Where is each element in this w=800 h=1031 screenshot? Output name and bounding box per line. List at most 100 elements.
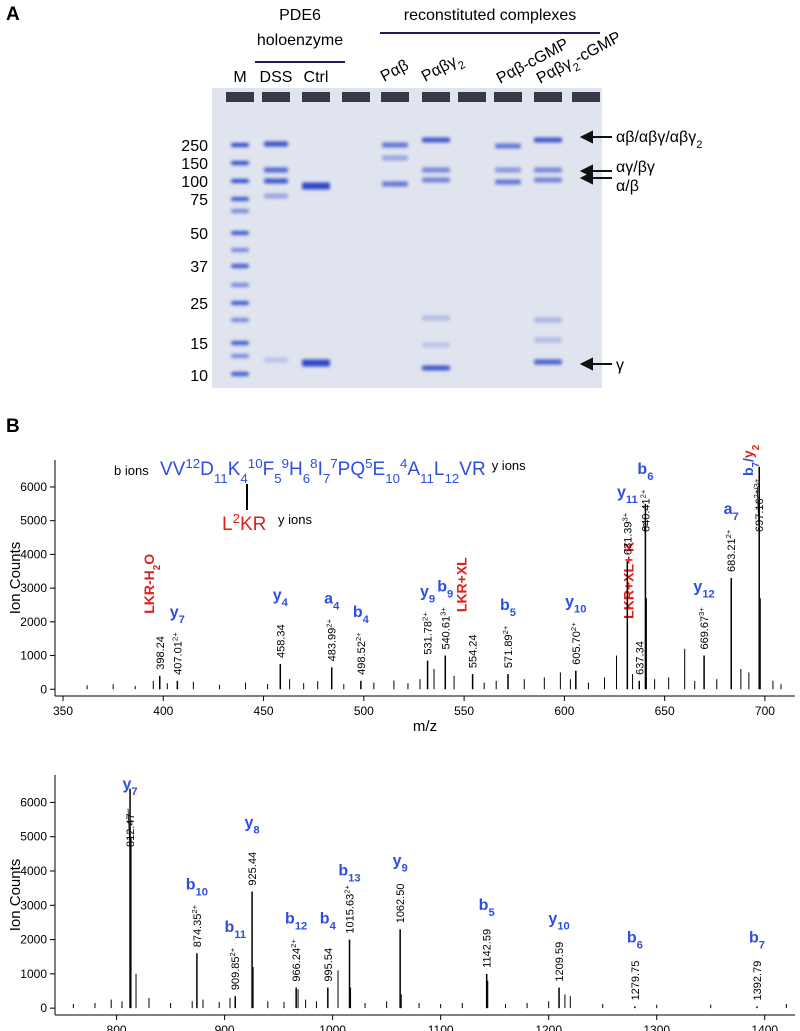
mz-label: 631.393+ <box>620 512 635 555</box>
text-part: 8 <box>310 456 317 471</box>
y-tick-label: 0 <box>40 682 47 696</box>
gel-band <box>264 178 288 184</box>
text-part: b <box>479 897 489 914</box>
ion-label: b5 <box>500 597 516 619</box>
text-part: 4 <box>400 456 407 471</box>
ion-label: LKR+XL <box>454 557 470 612</box>
text-part: VR <box>459 459 485 480</box>
text-part: 11 <box>420 471 434 486</box>
text-part: I <box>318 459 323 480</box>
mz-value: 458.34 <box>275 624 287 658</box>
text-part: y <box>740 450 756 458</box>
ion-label: a7 <box>724 501 739 523</box>
text-part: 6 <box>303 471 310 486</box>
well <box>494 92 522 102</box>
band-arrows <box>579 130 612 371</box>
charge: 2+ <box>420 612 429 621</box>
y-tick-label: 1000 <box>20 649 47 663</box>
mz-value: 605.70 <box>571 631 583 665</box>
mz-label: 640.412+ <box>638 489 653 532</box>
text-part: α/β <box>616 178 639 195</box>
y-axis-title: Ion Counts <box>7 542 24 615</box>
mz-label: 995.54 <box>323 948 335 982</box>
text-part: 9 <box>429 594 435 606</box>
leader <box>756 486 760 535</box>
gel-band <box>264 357 288 363</box>
text-part: 10 <box>248 456 263 471</box>
well <box>458 92 486 102</box>
text-part: y <box>420 584 429 601</box>
text-part: 2 <box>151 564 162 570</box>
gel-band <box>422 315 450 321</box>
text-part: b <box>285 911 295 928</box>
b-ions-label: b ions <box>114 463 149 478</box>
arrow-head <box>579 130 593 144</box>
charge: 2+ <box>501 625 510 634</box>
text-part: 9 <box>401 862 407 874</box>
text-part: b <box>740 467 756 476</box>
well <box>534 92 562 102</box>
x-tick-label: 600 <box>554 704 574 718</box>
gel-band <box>422 342 450 348</box>
arrow-head <box>579 357 593 371</box>
gel-band <box>422 137 450 143</box>
charge: 2+ <box>189 904 198 913</box>
gel-band <box>231 248 249 252</box>
y-tick-label: 5000 <box>20 830 47 844</box>
marker-label: 50 <box>190 226 208 243</box>
ion-label: b6 <box>637 461 653 483</box>
text-part: / <box>740 458 756 462</box>
ion-label: b4 <box>353 604 370 626</box>
text-part: VV <box>160 459 186 480</box>
ion-label: LKR-H2O <box>141 554 163 614</box>
mz-value: 909.85 <box>230 956 242 990</box>
text-part: 9 <box>447 589 453 601</box>
text-part: b <box>338 863 348 880</box>
gel-band <box>231 179 249 183</box>
text-part: y <box>393 852 402 869</box>
ion-label: y7 <box>122 776 137 798</box>
text-part: 5 <box>510 607 516 619</box>
mz-label: 1062.50 <box>395 884 407 924</box>
text-part: γ <box>616 357 624 374</box>
gel-band <box>231 354 249 358</box>
mz-value: 874.35 <box>192 914 204 948</box>
mz-value: 1142.59 <box>482 929 494 968</box>
mz-label: 458.34 <box>275 624 287 658</box>
mz-label: 554.24 <box>468 634 480 668</box>
text-part: PQ <box>338 459 365 480</box>
charge: 2+ <box>724 529 733 538</box>
text-part: 4 <box>282 597 289 609</box>
text-part: Pαβ <box>378 57 412 86</box>
text-part: DSS <box>260 69 293 86</box>
leader <box>643 523 646 535</box>
text-part: -cGMP <box>572 29 624 67</box>
mz-label: 637.34 <box>634 641 646 675</box>
x-tick-label: 700 <box>755 704 775 718</box>
y-tick-label: 3000 <box>20 898 47 912</box>
gel-bands <box>226 92 600 376</box>
mz-label: 683.212+ <box>724 529 739 572</box>
gel-band <box>231 283 249 287</box>
x-tick-label: 1400 <box>751 1023 778 1031</box>
x-tick-label: 650 <box>655 704 675 718</box>
ion-label: y8 <box>245 815 260 837</box>
text-part: y <box>565 594 574 611</box>
lane-label: Pαβγ2 <box>419 50 468 90</box>
text-part: 12 <box>185 456 200 471</box>
text-part: K <box>228 459 241 480</box>
x-tick-label: 400 <box>153 704 173 718</box>
ion-label: y4 <box>273 587 289 609</box>
well <box>262 92 290 102</box>
text-part: LKR-H <box>141 570 157 614</box>
gel-band <box>534 337 562 343</box>
mz-value: 1015.63 <box>345 894 357 934</box>
mz-value: 637.34 <box>634 641 646 675</box>
ion-label: b11 <box>224 919 246 941</box>
text-part: 2 <box>571 61 582 75</box>
mz-value: 498.52 <box>356 641 368 675</box>
gel-band <box>231 264 249 268</box>
text-part: 6 <box>647 471 653 483</box>
text-part: 4 <box>333 600 340 612</box>
